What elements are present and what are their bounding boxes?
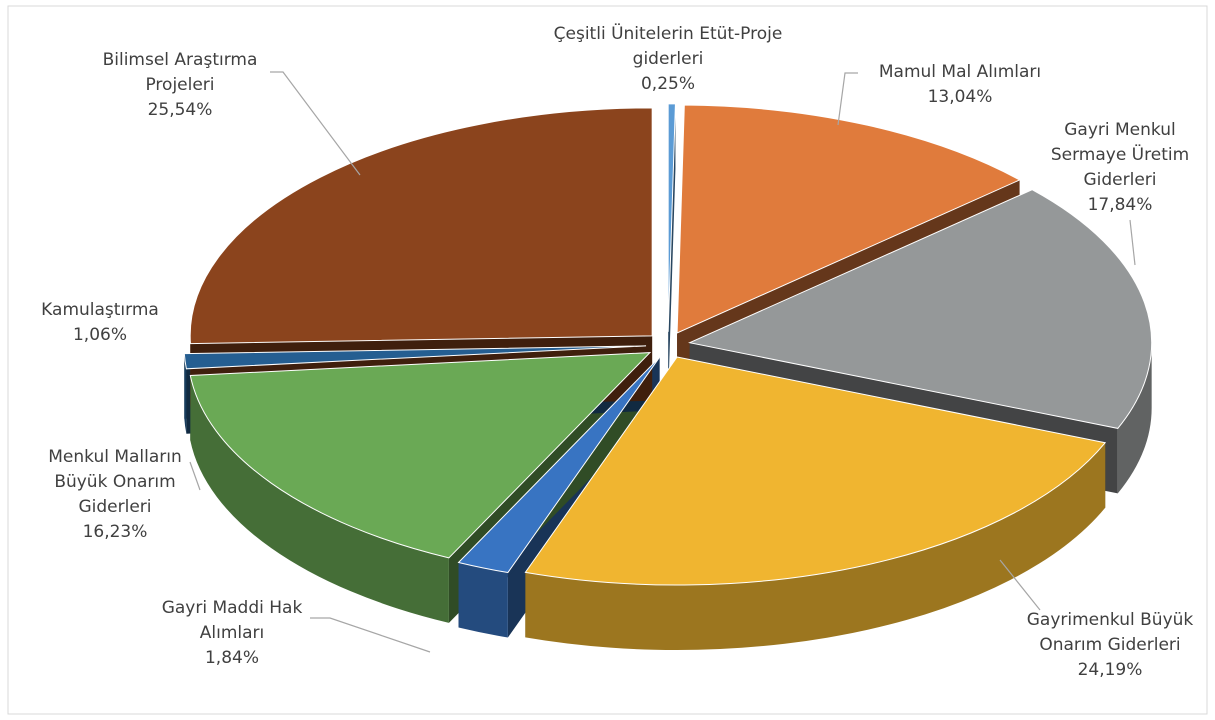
slice bbox=[676, 104, 1021, 334]
category-name: Mamul Mal Alımları bbox=[878, 62, 1042, 82]
category-name: Gayrimenkul Büyük Onarım Giderleri bbox=[1026, 610, 1194, 655]
value-label: 24,19% bbox=[1077, 660, 1143, 680]
category-name: Menkul Malların Büyük Onarım Giderleri bbox=[48, 447, 182, 517]
slice-walls bbox=[184, 335, 1152, 651]
leader-line bbox=[270, 71, 361, 176]
category-name: Kamulaştırma bbox=[41, 300, 159, 320]
leader-line bbox=[1129, 219, 1136, 266]
slice-label: Gayri Menkul Sermaye Üretim Giderleri 17,… bbox=[1035, 118, 1205, 218]
slice bbox=[524, 356, 1107, 586]
category-name: Gayri Menkul Sermaye Üretim Giderleri bbox=[1050, 120, 1190, 190]
leader-line bbox=[189, 461, 201, 491]
value-label: 25,54% bbox=[147, 100, 213, 120]
slice-label: Gayrimenkul Büyük Onarım Giderleri 24,19% bbox=[1000, 608, 1215, 683]
leader-line bbox=[310, 617, 431, 653]
slice-wall bbox=[190, 375, 449, 623]
value-label: 17,84% bbox=[1087, 195, 1153, 215]
slice bbox=[688, 189, 1153, 429]
category-name: Çeşitli Ünitelerin Etüt-Proje giderleri bbox=[553, 24, 783, 69]
value-label: 1,84% bbox=[204, 648, 259, 668]
slice-label: Kamulaştırma 1,06% bbox=[10, 298, 190, 348]
category-name: Bilimsel Araştırma Projeleri bbox=[102, 50, 258, 95]
slice bbox=[667, 103, 676, 332]
value-label: 0,25% bbox=[640, 74, 695, 94]
category-name: Gayri Maddi Hak Alımları bbox=[161, 598, 303, 643]
frame bbox=[7, 5, 1208, 715]
value-label: 1,06% bbox=[72, 325, 127, 345]
slice-wall bbox=[184, 353, 187, 434]
slice-wall bbox=[458, 562, 508, 638]
slice-label: Menkul Malların Büyük Onarım Giderleri 16… bbox=[20, 445, 210, 545]
value-label: 16,23% bbox=[82, 522, 148, 542]
leader-line bbox=[837, 72, 858, 126]
slice bbox=[183, 345, 647, 370]
slice bbox=[189, 352, 652, 559]
slice-wall bbox=[1117, 342, 1152, 494]
slice-label: Mamul Mal Alımları 13,04% bbox=[850, 60, 1070, 110]
value-label: 13,04% bbox=[927, 87, 993, 107]
slice bbox=[189, 107, 653, 345]
slice-label: Bilimsel Araştırma Projeleri 25,54% bbox=[70, 48, 290, 123]
slice-side bbox=[668, 103, 676, 397]
leader-line bbox=[999, 559, 1041, 611]
slice-label: Gayri Maddi Hak Alımları 1,84% bbox=[132, 596, 332, 671]
slice-wall bbox=[525, 442, 1106, 651]
slice-label: Çeşitli Ünitelerin Etüt-Proje giderleri 0… bbox=[548, 22, 788, 97]
slice bbox=[457, 356, 660, 574]
slice-tops bbox=[183, 103, 1153, 586]
